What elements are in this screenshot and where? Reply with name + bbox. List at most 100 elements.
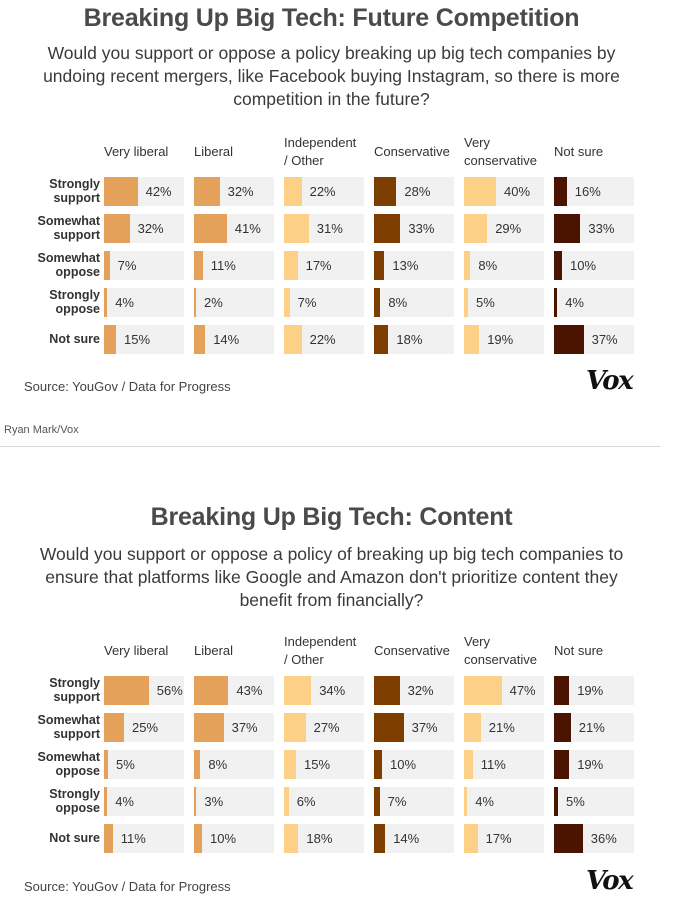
data-cell: 19% <box>554 676 634 705</box>
chart-question: Would you support or oppose a policy bre… <box>43 43 620 109</box>
data-label: 33% <box>588 221 615 236</box>
data-cell: 8% <box>194 750 274 779</box>
data-cell: 7% <box>374 787 454 816</box>
data-bar <box>374 214 401 243</box>
column-header-conservative: Conservative <box>374 144 450 159</box>
chart-title: Breaking Up Big Tech: Future Competition <box>83 4 580 32</box>
data-bar <box>464 750 473 779</box>
column-header-very-conservative: Very conservative <box>464 135 537 168</box>
row-label: Strongly support <box>49 177 100 205</box>
data-cell: 34% <box>284 676 364 705</box>
data-cell: 33% <box>554 214 634 243</box>
data-bar <box>374 824 386 853</box>
data-label: 11% <box>210 258 236 273</box>
data-bar <box>554 214 581 243</box>
data-cell: 5% <box>554 787 634 816</box>
data-label: 13% <box>392 258 419 273</box>
column-header-liberal: Liberal <box>194 144 234 159</box>
row-label: Not sure <box>49 831 100 845</box>
column-header-liberal: Liberal <box>194 643 234 658</box>
source-note: Source: YouGov / Data for Progress <box>24 379 231 394</box>
data-bar <box>374 251 385 280</box>
data-label: 40% <box>504 184 531 199</box>
data-bar <box>104 251 110 280</box>
data-label: 15% <box>304 757 331 772</box>
data-bar <box>464 288 468 317</box>
data-bar <box>464 787 468 816</box>
chart-panel-content: Breaking Up Big Tech: Content Would you … <box>0 495 673 901</box>
data-bar <box>554 787 558 816</box>
data-label: 14% <box>213 332 240 347</box>
data-cell: 22% <box>284 325 364 354</box>
data-label: 29% <box>495 221 522 236</box>
data-bar <box>284 288 290 317</box>
data-label: 11% <box>120 831 146 846</box>
data-cell: 10% <box>194 824 274 853</box>
data-label: 16% <box>574 184 601 199</box>
data-cell: 10% <box>374 750 454 779</box>
data-bar <box>194 713 224 742</box>
data-label: 37% <box>231 720 258 735</box>
data-cell: 37% <box>374 713 454 742</box>
chart-panel-future-competition: Breaking Up Big Tech: Future Competition… <box>0 0 673 440</box>
data-label: 7% <box>117 258 137 273</box>
data-bar <box>194 824 202 853</box>
data-label: 7% <box>387 794 407 809</box>
data-bar <box>464 824 478 853</box>
data-cell: 15% <box>284 750 364 779</box>
data-cell: 11% <box>104 824 184 853</box>
data-bar <box>104 824 113 853</box>
data-cell: 22% <box>284 177 364 206</box>
data-bar <box>284 177 302 206</box>
data-bar <box>554 676 570 705</box>
data-cell: 14% <box>194 325 274 354</box>
data-cell: 4% <box>464 787 544 816</box>
data-bar <box>554 325 584 354</box>
data-label: 4% <box>475 794 494 809</box>
data-bar <box>104 177 138 206</box>
data-bar <box>374 288 381 317</box>
data-label: 18% <box>396 332 423 347</box>
data-cell: 21% <box>464 713 544 742</box>
data-cell: 4% <box>104 787 184 816</box>
data-cell: 18% <box>374 325 454 354</box>
column-header-very-conservative: Very conservative <box>464 634 537 667</box>
data-cell: 37% <box>554 325 634 354</box>
row-label: Somewhat support <box>37 214 100 242</box>
column-header-conservative: Conservative <box>374 643 450 658</box>
data-label: 41% <box>234 221 261 236</box>
data-cell: 27% <box>284 713 364 742</box>
data-label: 3% <box>204 794 224 809</box>
data-cell: 15% <box>104 325 184 354</box>
row-label: Somewhat oppose <box>37 251 100 279</box>
data-label: 10% <box>210 831 237 846</box>
row-label: Strongly support <box>49 676 100 704</box>
data-cell: 11% <box>194 251 274 280</box>
data-cell: 32% <box>104 214 184 243</box>
data-bar <box>374 325 389 354</box>
data-label: 14% <box>393 831 420 846</box>
data-label: 56% <box>156 683 183 698</box>
data-label: 11% <box>480 757 506 772</box>
data-bar <box>464 251 471 280</box>
data-cell: 3% <box>194 787 274 816</box>
data-label: 22% <box>309 184 336 199</box>
row-label: Somewhat support <box>37 713 100 741</box>
data-bar <box>104 288 108 317</box>
photo-credit: Ryan Mark/Vox <box>4 424 79 436</box>
data-label: 21% <box>578 720 605 735</box>
data-bar <box>194 787 197 816</box>
row-label: Strongly oppose <box>49 787 100 815</box>
data-cell: 33% <box>374 214 454 243</box>
data-bar <box>194 325 206 354</box>
data-cell: 31% <box>284 214 364 243</box>
column-header-very-liberal: Very liberal <box>104 144 169 159</box>
data-label: 25% <box>132 720 159 735</box>
data-bar <box>554 824 583 853</box>
vox-logo: Vox <box>586 366 634 396</box>
data-bar <box>284 214 309 243</box>
data-bar <box>374 676 400 705</box>
source-note: Source: YouGov / Data for Progress <box>24 879 231 894</box>
data-cell: 8% <box>464 251 544 280</box>
data-label: 10% <box>390 757 417 772</box>
